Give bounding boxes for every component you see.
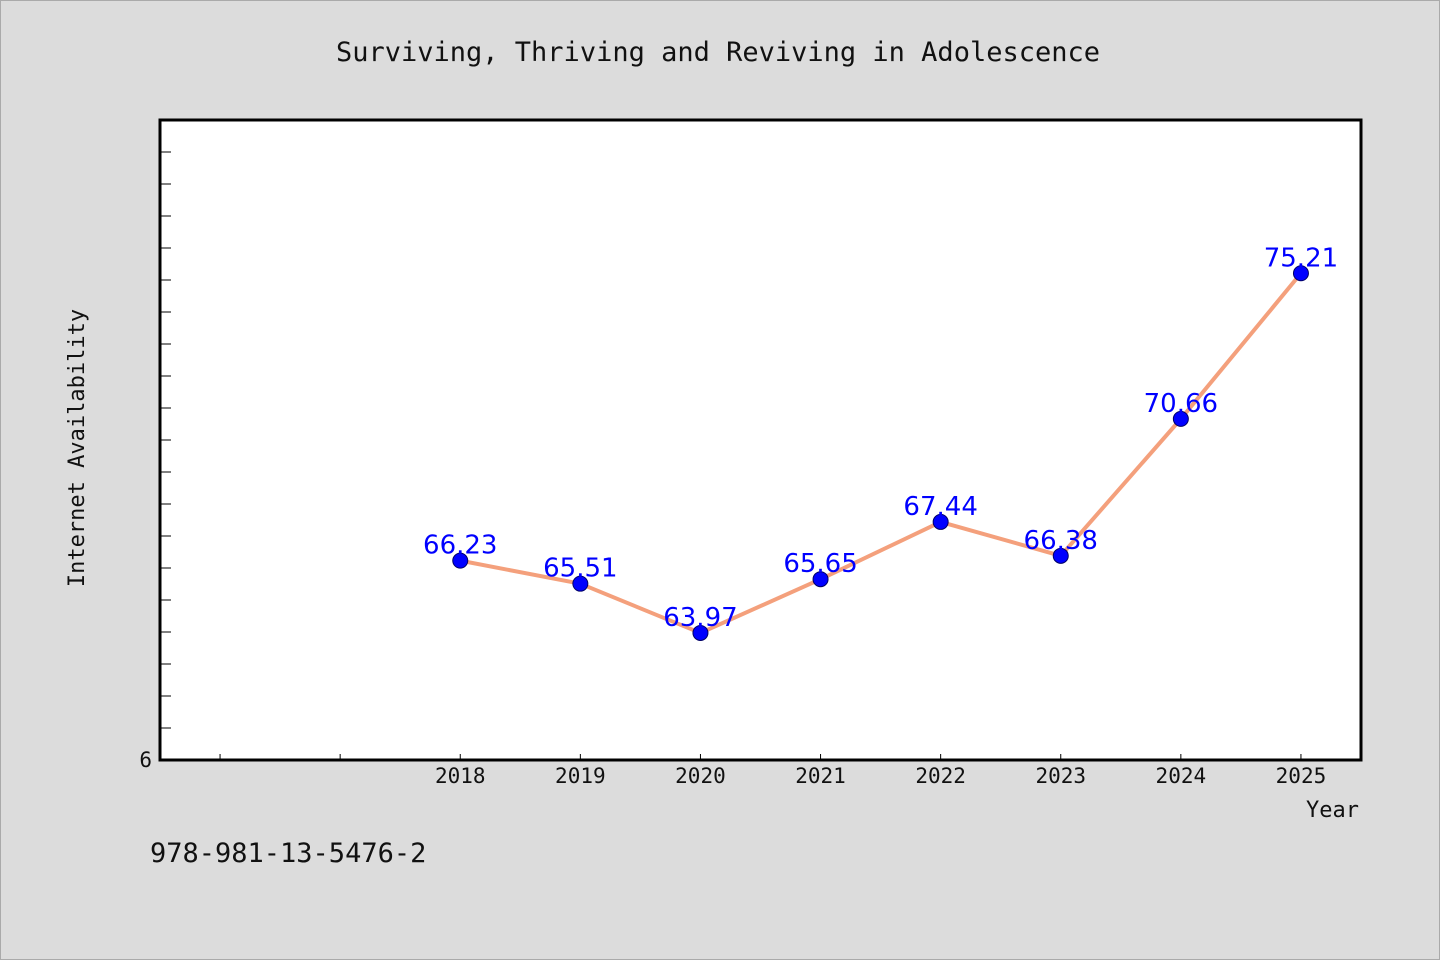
x-tick-label: 2018 — [435, 764, 486, 788]
data-label: 67.44 — [903, 492, 977, 522]
x-tick-label: 2021 — [795, 764, 846, 788]
data-label: 65.51 — [543, 554, 617, 584]
data-point — [1292, 265, 1309, 282]
data-label: 66.38 — [1024, 526, 1098, 556]
x-tick-label: 2022 — [915, 764, 966, 788]
data-label: 70.66 — [1144, 389, 1218, 419]
data-point — [572, 575, 589, 592]
data-markers — [452, 265, 1309, 641]
data-point — [692, 624, 709, 641]
data-label: 75.21 — [1264, 243, 1338, 273]
data-label: 66.23 — [423, 531, 497, 561]
x-axis-ticks — [219, 754, 1302, 760]
x-axis-tick-labels: 2018 2019 2020 2021 2022 2023 2024 2025 — [435, 764, 1326, 788]
x-tick-label: 2023 — [1035, 764, 1086, 788]
data-point — [1052, 547, 1069, 564]
x-tick-label: 2024 — [1156, 764, 1207, 788]
x-tick-label: 2020 — [675, 764, 726, 788]
chart-title: Surviving, Thriving and Reviving in Adol… — [336, 37, 1100, 68]
x-tick-label: 2025 — [1276, 764, 1327, 788]
y-axis-ticks — [160, 151, 171, 729]
x-tick-label: 2019 — [555, 764, 606, 788]
y-axis-label: Internet Availability — [65, 309, 90, 587]
plot-area — [158, 118, 1363, 762]
data-point — [452, 552, 469, 569]
data-labels: 66.23 65.51 63.97 65.65 67.44 66.38 70.66 75.21 — [423, 243, 1338, 633]
data-point — [1172, 410, 1189, 427]
series-line — [459, 272, 1303, 635]
data-point — [932, 513, 949, 530]
data-label: 63.97 — [663, 603, 737, 633]
footer-text: 978-981-13-5476-2 — [150, 838, 426, 869]
data-point — [812, 571, 829, 588]
data-label: 65.65 — [783, 549, 857, 579]
series-line-group — [459, 272, 1303, 635]
x-axis-label: Year — [1306, 798, 1359, 823]
y-tick-label: 6 — [139, 748, 152, 772]
